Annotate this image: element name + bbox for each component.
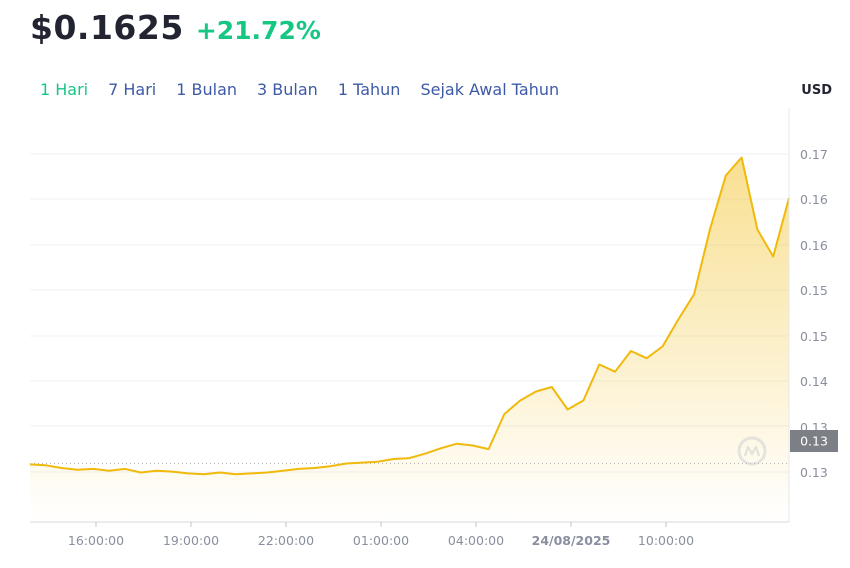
y-tick-label: 0.16 [800, 192, 828, 207]
tab-year-to-date[interactable]: Sejak Awal Tahun [420, 80, 560, 99]
current-value-label: 0.13 [800, 434, 828, 449]
y-tick-label: 0.14 [800, 374, 828, 389]
x-tick-label: 19:00:00 [163, 533, 219, 548]
y-tick-label: 0.15 [800, 283, 828, 298]
tab-1-day[interactable]: 1 Hari [40, 80, 89, 99]
x-tick-label: 22:00:00 [258, 533, 314, 548]
price-line [29, 156, 790, 476]
tab-3-months[interactable]: 3 Bulan [257, 80, 318, 99]
x-tick-label: 10:00:00 [638, 533, 694, 548]
tab-1-month[interactable]: 1 Bulan [176, 80, 238, 99]
current-price: $0.1625 [30, 8, 184, 47]
y-tick-label: 0.13 [800, 465, 828, 480]
currency-label: USD [801, 83, 832, 98]
price-area-fill [30, 157, 789, 522]
x-tick-label: 16:00:00 [68, 533, 124, 548]
y-tick-label: 0.15 [800, 329, 828, 344]
time-range-tabs: 1 Hari 7 Hari 1 Bulan 3 Bulan 1 Tahun Se… [30, 80, 569, 99]
x-tick-label: 01:00:00 [353, 533, 409, 548]
watermark-logo [737, 436, 767, 466]
price-header: $0.1625 +21.72% [30, 8, 321, 47]
x-tick-label: 04:00:00 [448, 533, 504, 548]
y-tick-label: 0.16 [800, 238, 828, 253]
tab-7-days[interactable]: 7 Hari [108, 80, 157, 99]
tab-1-year[interactable]: 1 Tahun [337, 80, 401, 99]
x-tick-label: 24/08/2025 [532, 533, 611, 548]
price-change-percent: +21.72% [195, 16, 321, 45]
current-value-tag [790, 430, 838, 452]
y-tick-label: 0.17 [800, 147, 828, 162]
